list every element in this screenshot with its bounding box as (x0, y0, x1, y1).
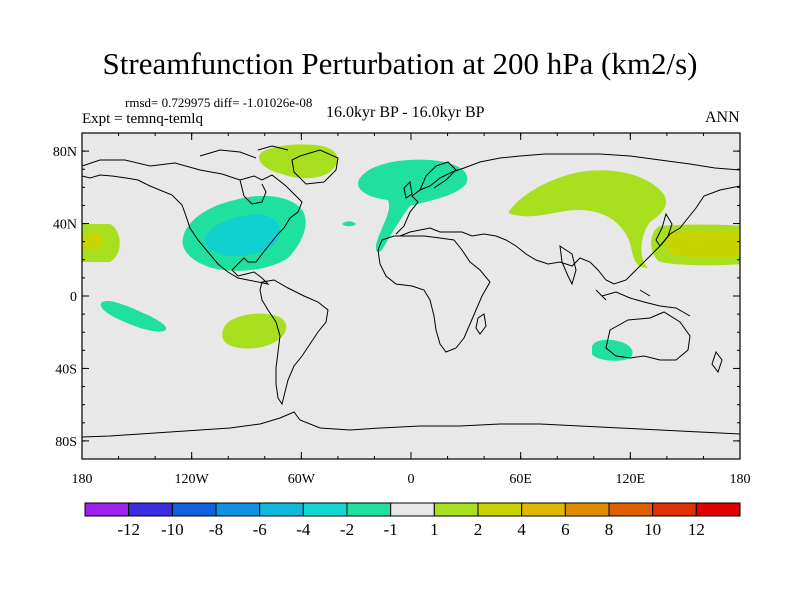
colorbar-label: 8 (605, 520, 614, 539)
lat-tick-label: 80S (55, 435, 77, 450)
lat-tick-label: 0 (70, 290, 77, 305)
lat-tick-label: 80N (53, 145, 77, 160)
south-pacific-negative-anomaly (100, 300, 167, 332)
colorbar-label: -1 (384, 520, 398, 539)
north-atlantic-negative-anomaly (342, 221, 356, 227)
antarctica-coast (82, 411, 740, 438)
colorbar-label: -12 (117, 520, 140, 539)
colorbar: -12 -10 -8 -6 -4 -2 -1 1 2 4 6 8 10 12 (84, 502, 741, 539)
coastlines (82, 145, 740, 438)
new-zealand-coast (711, 350, 723, 374)
colorbar-swatch (84, 502, 130, 517)
greenland-positive-anomaly (259, 144, 338, 179)
hudson-bay-coast (239, 179, 267, 205)
colorbar-swatch (215, 502, 261, 517)
anomaly-layer (82, 144, 740, 361)
colorbar-swatch (608, 502, 654, 517)
lon-tick-label: 0 (408, 472, 415, 487)
colorbar-swatch (259, 502, 304, 517)
lon-tick-label: 180 (730, 472, 751, 487)
season-label: ANN (705, 109, 740, 126)
colorbar-label: -6 (253, 520, 267, 539)
africa-coast (377, 235, 491, 353)
colorbar-swatch (346, 502, 392, 517)
lon-tick-label: 60E (509, 472, 532, 487)
period-label: 16.0kyr BP - 16.0kyr BP (326, 104, 485, 121)
lat-tick-label: 40N (53, 218, 77, 233)
scandinavia-coast (419, 161, 457, 191)
british-isles-coast (403, 180, 413, 199)
australia-coast (605, 311, 691, 361)
lat-tick-label: 40S (55, 362, 77, 377)
south-atlantic-positive-anomaly (222, 313, 287, 349)
lon-tick-label: 120W (175, 472, 210, 487)
colorbar-swatch (128, 502, 173, 517)
colorbar-swatch (521, 502, 566, 517)
southeast-asia-islands (595, 289, 691, 317)
colorbar-label: 12 (688, 520, 705, 539)
australia-negative-anomaly (592, 339, 633, 361)
colorbar-label: -8 (209, 520, 223, 539)
colorbar-swatch (652, 502, 697, 517)
colorbar-label: -4 (296, 520, 311, 539)
north-atlantic-negative-anomaly (358, 159, 468, 253)
north-america-core-anomaly (204, 214, 280, 257)
asia-positive-anomaly (508, 170, 667, 268)
lon-tick-label: 60W (288, 472, 316, 487)
colorbar-swatch (302, 502, 348, 517)
colorbar-swatch (564, 502, 610, 517)
north-america-coast (82, 159, 303, 285)
pacific-east-positive-anomaly (666, 230, 740, 258)
colorbar-label: 6 (561, 520, 570, 539)
arctic-islands (199, 145, 339, 185)
colorbar-label: 10 (644, 520, 661, 539)
colorbar-label: -10 (161, 520, 184, 539)
colorbar-label: 2 (474, 520, 483, 539)
india-coast (559, 244, 577, 286)
madagascar-coast (475, 313, 487, 335)
colorbar-swatch (477, 502, 523, 517)
longitude-axis: 180 120W 60W 0 60E 120E 180 (72, 133, 751, 487)
colorbar-label: 1 (430, 520, 439, 539)
lon-tick-label: 120E (616, 472, 646, 487)
lon-tick-label: 180 (72, 472, 93, 487)
japan-coast (655, 212, 673, 247)
colorbar-label: -2 (340, 520, 354, 539)
colorbar-swatch (433, 502, 479, 517)
colorbar-swatch (390, 502, 435, 517)
pacific-east-positive-anomaly (82, 234, 103, 250)
map-title: Streamfunction Perturbation at 200 hPa (… (102, 46, 698, 81)
south-america-coast (259, 279, 329, 406)
colorbar-swatch (695, 502, 741, 517)
colorbar-label: 4 (517, 520, 526, 539)
experiment-label: Expt = temnq-temlq (82, 111, 203, 127)
colorbar-swatch (171, 502, 217, 517)
latitude-axis: 80N 40N 0 40S 80S (53, 132, 740, 460)
rmsd-stats: rmsd= 0.729975 diff= -1.01026e-08 (125, 95, 313, 110)
eurasia-coast (395, 153, 740, 285)
